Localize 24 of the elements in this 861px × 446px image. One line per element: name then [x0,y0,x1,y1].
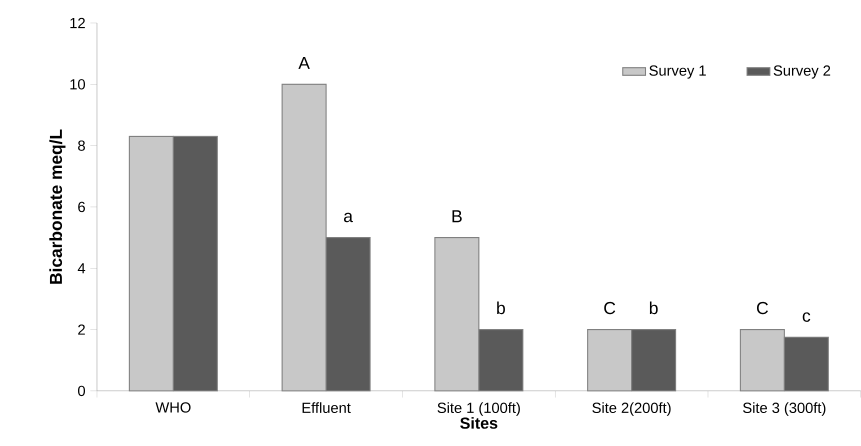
x-tick-label: Site 1 (100ft) [438,402,520,416]
annotation: B [452,210,462,222]
y-tick-label: 12 [70,18,85,28]
x-tick-label: WHO [156,402,191,413]
x-tick-label: Site 2(200ft) [592,402,671,416]
annotation: A [298,57,310,69]
y-tick-label: 6 [78,202,85,212]
legend-label: Survey 1 [649,65,706,79]
y-tick-label: 4 [78,263,86,274]
legend-label: Survey 2 [774,65,830,79]
x-axis-title: Sites [460,417,498,429]
y-axis-title: Bicarbonate meq/L [49,130,66,284]
annotation: b [650,302,658,314]
y-tick-label: 10 [70,79,86,90]
annotation: C [756,302,768,314]
annotation: C [604,302,616,314]
y-tick-label: 8 [78,140,85,151]
x-tick-label: Effluent [302,402,351,414]
y-tick-label: 0 [78,386,86,396]
x-tick-label: Site 3 (300ft) [743,402,826,416]
y-tick-label: 2 [78,324,85,335]
annotation: a [344,212,353,222]
annotation: c [802,312,810,322]
annotation: b [497,302,505,314]
